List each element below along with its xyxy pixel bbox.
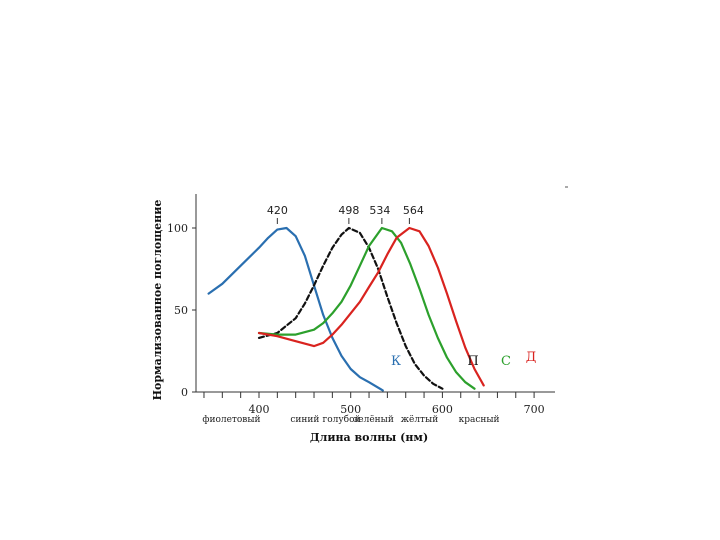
series-line-4 xyxy=(257,226,485,387)
series-label-4: Д xyxy=(526,350,537,365)
color-name-label: фиолетовый xyxy=(202,415,260,425)
color-name-label: красный xyxy=(459,415,500,425)
x-tick-label: 600 xyxy=(432,403,453,416)
peak-label: 420 xyxy=(267,204,288,217)
x-tick-label: 400 xyxy=(249,403,270,416)
series-layer xyxy=(207,226,485,392)
ticks: 0 50 100 400 500 600 700 фиолетовый синий голубой… xyxy=(167,222,545,425)
color-name-label: голубой xyxy=(323,414,361,425)
y-tick-label: 100 xyxy=(167,222,188,235)
y-axis-title: Нормализованное поглощение xyxy=(151,200,164,401)
peak-label: 564 xyxy=(403,204,424,217)
peak-label: 534 xyxy=(369,204,390,217)
series-line-2 xyxy=(257,226,444,390)
color-name-label: зелёный xyxy=(353,415,393,425)
color-name-label: жёлтый xyxy=(401,415,438,425)
x-tick-label: 500 xyxy=(340,403,361,416)
series-line-3 xyxy=(257,226,476,390)
series-line-1 xyxy=(207,226,384,392)
series-label-3: С xyxy=(501,354,511,369)
peaks-layer: 420 498 534 564 xyxy=(267,204,424,224)
x-axis-title: Длина волны (нм) xyxy=(310,431,428,444)
color-name-label: синий xyxy=(290,415,319,425)
peak-label: 498 xyxy=(338,204,359,217)
y-tick-label: 50 xyxy=(174,304,188,317)
axes xyxy=(195,186,568,393)
x-tick-label: 700 xyxy=(524,403,545,416)
y-tick-label: 0 xyxy=(181,386,188,399)
series-label-2: П xyxy=(467,354,478,369)
series-label-1: К xyxy=(391,354,401,369)
